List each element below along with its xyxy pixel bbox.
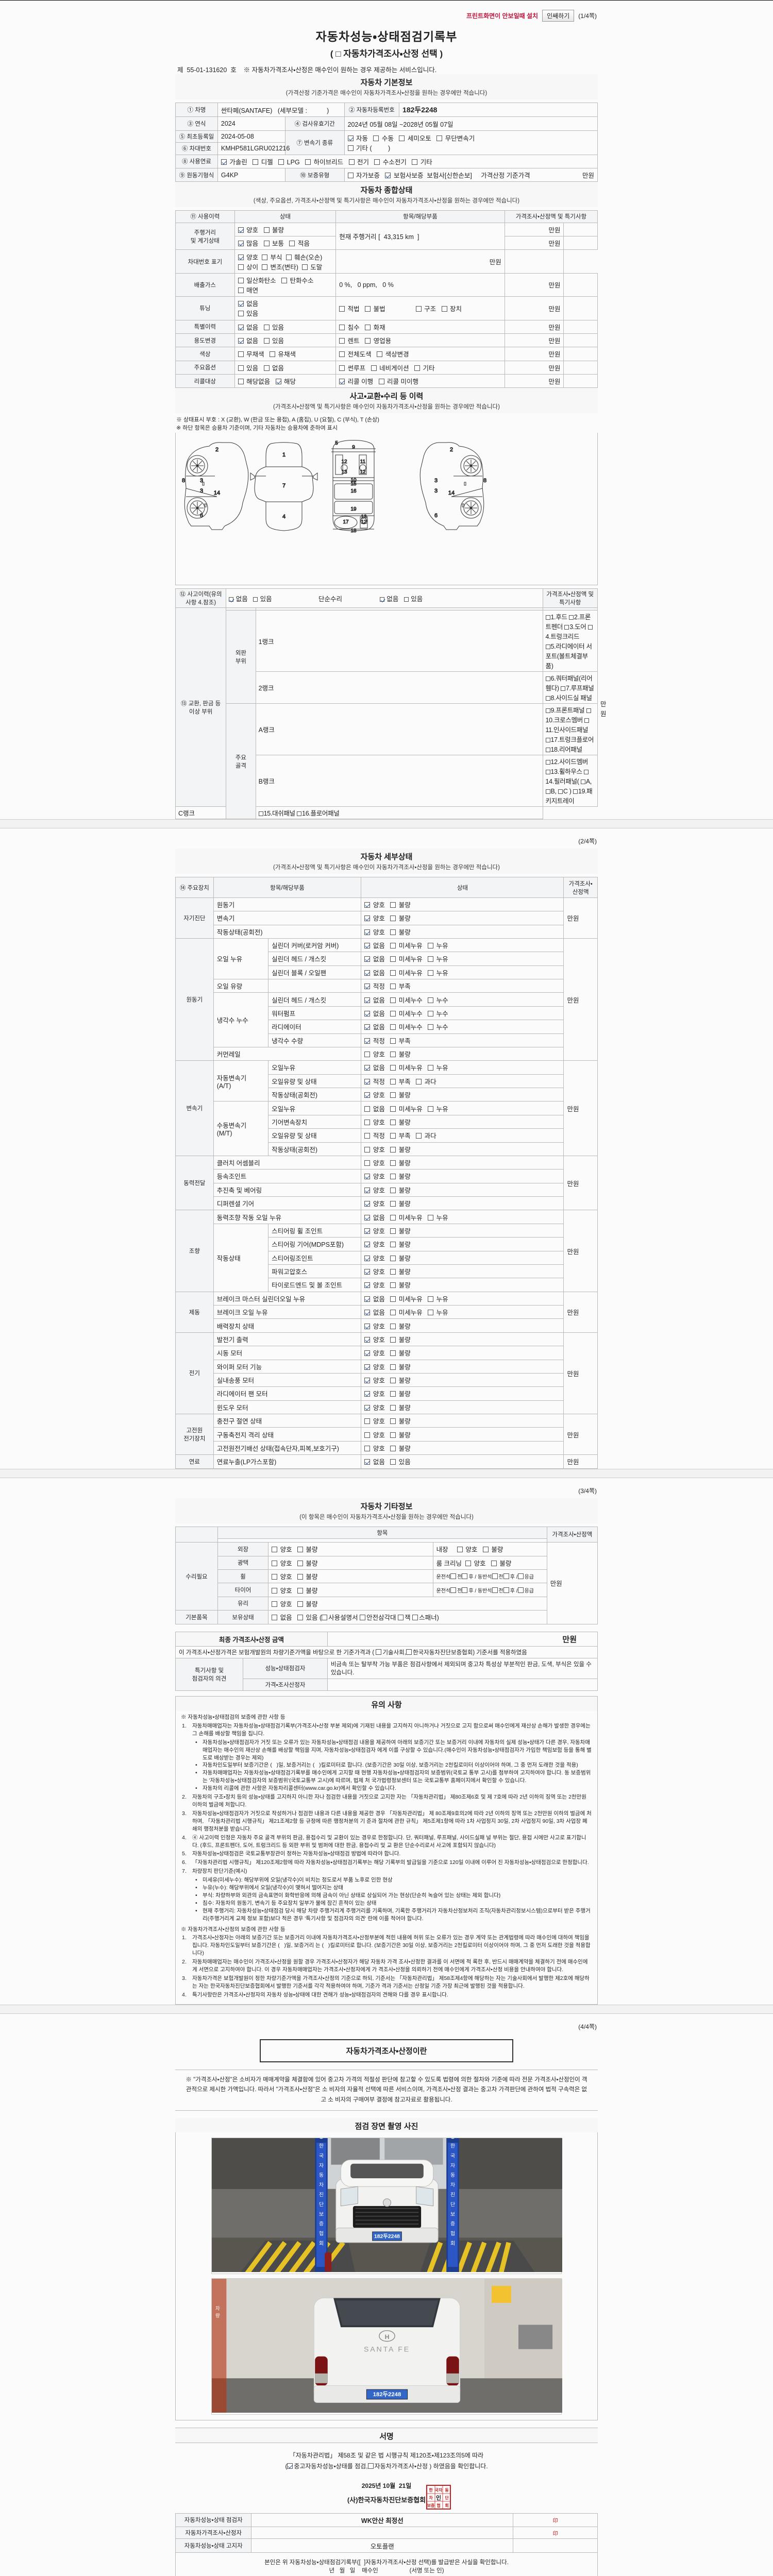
svg-text:5: 5: [335, 440, 338, 446]
svg-text:3: 3: [200, 478, 203, 484]
svg-text:량: 량: [215, 2313, 220, 2319]
svg-text:16: 16: [350, 488, 357, 494]
svg-text:증: 증: [319, 2221, 324, 2227]
svg-text:9: 9: [352, 445, 355, 450]
svg-text:11: 11: [360, 459, 366, 465]
svg-text:12: 12: [360, 469, 366, 475]
svg-text:단: 단: [450, 2201, 455, 2208]
svg-text:국: 국: [450, 2153, 455, 2159]
svg-text:한: 한: [319, 2143, 324, 2149]
svg-text:단: 단: [319, 2201, 324, 2208]
svg-text:차: 차: [429, 2495, 433, 2500]
svg-text:8: 8: [182, 478, 185, 484]
svg-text:진: 진: [450, 2192, 455, 2198]
svg-text:인: 인: [436, 2494, 441, 2501]
svg-text:12: 12: [361, 519, 367, 525]
svg-text:협: 협: [436, 2503, 440, 2508]
svg-text:6: 6: [434, 513, 438, 519]
svg-text:차: 차: [450, 2182, 455, 2188]
svg-text:자: 자: [319, 2163, 324, 2169]
svg-text:SANTA FE: SANTA FE: [364, 2346, 410, 2354]
svg-text:보: 보: [319, 2211, 324, 2217]
svg-text:2: 2: [450, 447, 453, 453]
svg-text:회: 회: [445, 2503, 448, 2508]
svg-text:13: 13: [361, 514, 367, 520]
svg-text:보증: 보증: [427, 2503, 435, 2508]
svg-text:19: 19: [350, 506, 357, 512]
svg-text:17: 17: [343, 519, 349, 525]
svg-text:한: 한: [450, 2143, 455, 2149]
svg-text:182두2248: 182두2248: [374, 2234, 400, 2240]
svg-text:12: 12: [341, 459, 347, 465]
svg-text:3: 3: [434, 488, 438, 494]
svg-text:182두2248: 182두2248: [373, 2392, 401, 2398]
svg-text:동: 동: [445, 2488, 449, 2493]
svg-text:14: 14: [448, 490, 455, 496]
svg-text:증: 증: [450, 2221, 455, 2227]
svg-text:국: 국: [319, 2153, 324, 2159]
svg-text:자: 자: [450, 2163, 455, 2169]
svg-text:차: 차: [215, 2306, 220, 2312]
svg-text:3: 3: [434, 478, 438, 484]
svg-text:보: 보: [450, 2211, 455, 2217]
svg-text:회: 회: [319, 2241, 324, 2247]
svg-text:진: 진: [319, 2192, 324, 2198]
svg-text:8: 8: [483, 478, 486, 484]
svg-text:18: 18: [350, 528, 357, 534]
svg-text:13: 13: [341, 469, 347, 475]
svg-text:14: 14: [214, 490, 220, 496]
svg-text:동: 동: [450, 2173, 455, 2179]
svg-text:H: H: [385, 2333, 390, 2341]
svg-text:단: 단: [445, 2495, 449, 2500]
svg-text:차: 차: [319, 2182, 324, 2188]
svg-text:7: 7: [282, 483, 285, 489]
svg-text:한: 한: [429, 2487, 433, 2493]
svg-text:4: 4: [282, 514, 285, 520]
svg-text:협: 협: [319, 2230, 324, 2237]
svg-text:3: 3: [200, 488, 203, 494]
svg-text:2: 2: [215, 447, 219, 453]
svg-text:회: 회: [450, 2241, 455, 2247]
svg-text:동: 동: [319, 2173, 324, 2179]
svg-text:15: 15: [350, 481, 357, 487]
svg-text:국자: 국자: [435, 2487, 443, 2493]
svg-text:6: 6: [200, 513, 203, 519]
svg-text:1: 1: [282, 452, 285, 458]
svg-text:협: 협: [450, 2230, 455, 2237]
